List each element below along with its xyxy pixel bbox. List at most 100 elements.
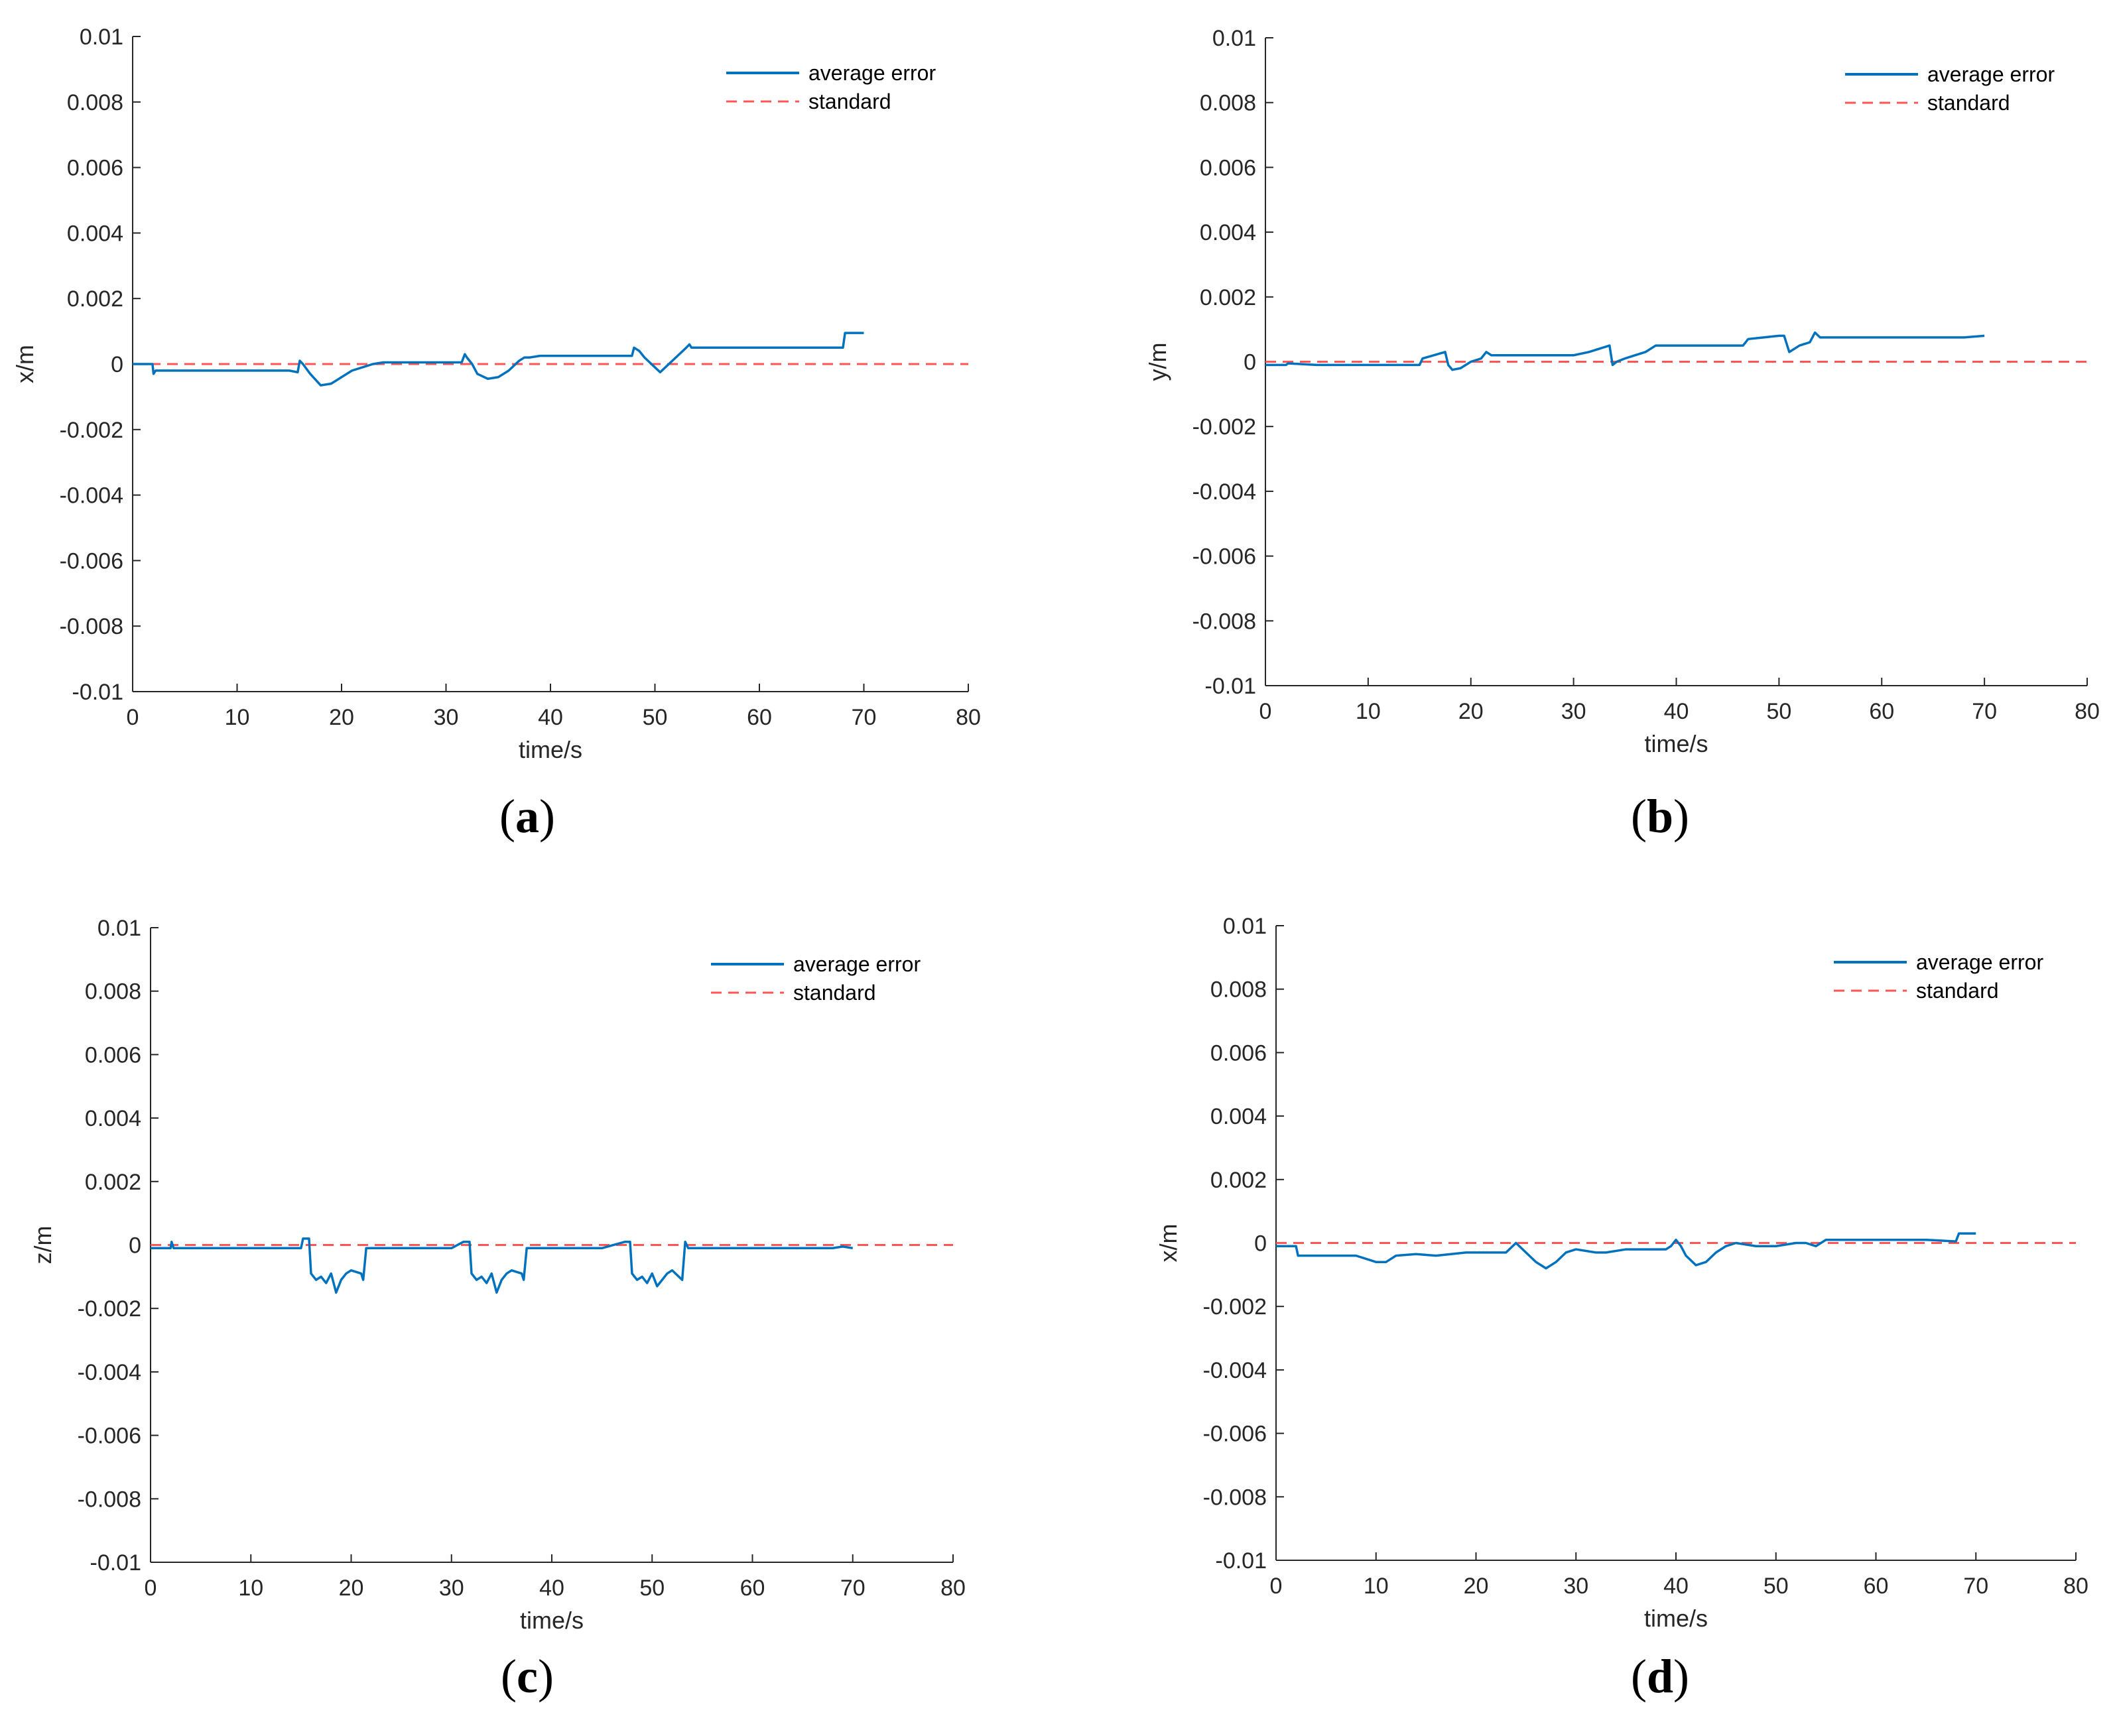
x-tick-label: 0: [1270, 1574, 1283, 1599]
x-tick-label: 10: [238, 1576, 263, 1601]
y-tick-label: 0.002: [1200, 285, 1256, 310]
y-tick-label: -0.004: [1192, 479, 1256, 505]
y-tick-label: -0.008: [1192, 609, 1256, 634]
x-tick-label: 20: [339, 1576, 364, 1601]
legend-standard-label: standard: [1916, 979, 1999, 1003]
y-tick-label: 0.006: [1210, 1040, 1267, 1066]
x-tick-label: 40: [1663, 1574, 1689, 1599]
x-tick-label: 50: [643, 705, 668, 730]
y-tick-label: -0.002: [60, 418, 123, 443]
y-tick-label: 0.01: [1223, 914, 1267, 939]
x-tick-label: 20: [1458, 699, 1484, 724]
series-average-error-line: [151, 1237, 854, 1294]
x-tick-label: 40: [538, 705, 563, 730]
x-tick-label: 30: [1561, 699, 1586, 724]
x-tick-label: 40: [539, 1576, 564, 1601]
y-tick-label: 0.004: [85, 1106, 141, 1131]
legend-standard-label: standard: [808, 90, 891, 113]
x-tick-label: 10: [1364, 1574, 1389, 1599]
x-tick-label: 50: [1766, 699, 1791, 724]
y-tick-label: -0.004: [60, 483, 123, 509]
legend-average-error-label: average error: [808, 61, 936, 85]
x-axis-label: time/s: [1644, 730, 1708, 757]
x-tick-label: 30: [434, 705, 459, 730]
x-tick-label: 60: [1869, 699, 1894, 724]
series-average-error-line: [133, 332, 864, 387]
x-tick-label: 70: [852, 705, 877, 730]
y-tick-label: 0.004: [67, 221, 123, 246]
x-tick-label: 80: [940, 1576, 966, 1601]
y-tick-label: -0.004: [1203, 1358, 1267, 1383]
panel-caption: (a): [499, 790, 555, 843]
y-axis-label: y/m: [1144, 343, 1171, 381]
y-tick-label: -0.004: [78, 1360, 141, 1385]
y-tick-label: 0: [1254, 1231, 1267, 1257]
y-tick-label: 0.004: [1210, 1104, 1267, 1129]
y-tick-label: 0.01: [97, 916, 141, 941]
legend-average-error-label: average error: [1916, 950, 2043, 974]
x-tick-label: 50: [1764, 1574, 1789, 1599]
legend-average-error-label: average error: [793, 952, 921, 976]
x-tick-label: 0: [127, 705, 139, 730]
y-tick-label: -0.006: [78, 1424, 141, 1449]
y-tick-label: 0.008: [1200, 91, 1256, 116]
x-tick-label: 50: [639, 1576, 665, 1601]
x-tick-label: 40: [1664, 699, 1689, 724]
x-tick-label: 30: [439, 1576, 464, 1601]
y-tick-label: 0.006: [67, 156, 123, 181]
panel-caption: (d): [1631, 1650, 1689, 1703]
y-tick-label: -0.008: [60, 614, 123, 639]
y-tick-label: 0.002: [85, 1170, 141, 1195]
x-tick-label: 20: [1464, 1574, 1489, 1599]
x-tick-label: 10: [225, 705, 250, 730]
x-tick-label: 60: [747, 705, 772, 730]
y-axis-label: x/m: [11, 345, 38, 383]
x-tick-label: 20: [329, 705, 354, 730]
y-tick-label: -0.008: [1203, 1485, 1267, 1510]
x-axis-label: time/s: [520, 1607, 584, 1634]
x-tick-label: 30: [1563, 1574, 1588, 1599]
x-tick-label: 60: [740, 1576, 765, 1601]
y-tick-label: -0.008: [78, 1487, 141, 1512]
y-tick-label: -0.01: [72, 680, 124, 705]
y-tick-label: 0.008: [1210, 977, 1267, 1003]
y-tick-label: 0.008: [85, 979, 141, 1005]
y-tick-label: 0.002: [1210, 1168, 1267, 1193]
y-tick-label: -0.006: [1203, 1422, 1267, 1447]
y-tick-label: 0.01: [80, 25, 123, 50]
y-tick-label: 0.006: [1200, 155, 1256, 180]
x-tick-label: 70: [1972, 699, 1997, 724]
series-average-error-line: [1276, 1232, 1976, 1270]
x-tick-label: 0: [145, 1576, 157, 1601]
y-tick-label: -0.01: [1216, 1548, 1267, 1574]
x-axis-label: time/s: [1644, 1605, 1708, 1632]
y-tick-label: 0.01: [1212, 26, 1256, 51]
legend-standard-label: standard: [793, 981, 876, 1005]
x-tick-label: 80: [2063, 1574, 2088, 1599]
x-tick-label: 70: [840, 1576, 866, 1601]
y-tick-label: 0: [1244, 350, 1256, 375]
panel-caption: (c): [501, 1650, 554, 1703]
y-tick-label: 0.004: [1200, 220, 1256, 245]
panel-b: 0 10 20 30 40 50 60 70 80 -0.01 -0.008 -0.006 -0.004…: [1144, 26, 2100, 843]
x-tick-label: 80: [2075, 699, 2100, 724]
panel-caption: (b): [1631, 790, 1689, 843]
y-tick-label: -0.006: [60, 548, 123, 574]
x-axis-label: time/s: [519, 736, 582, 763]
panel-c: 0 10 20 30 40 50 60 70 80 -0.01 -0.008 -0.006 -0.004…: [29, 916, 966, 1703]
y-tick-label: -0.002: [1192, 414, 1256, 440]
y-tick-label: -0.002: [1203, 1294, 1267, 1320]
y-axis-label: z/m: [29, 1226, 56, 1265]
series-average-error-line: [1265, 331, 1985, 371]
legend-standard-label: standard: [1927, 91, 2010, 115]
y-tick-label: 0: [111, 352, 123, 377]
y-tick-label: -0.01: [1205, 674, 1257, 699]
y-tick-label: -0.002: [78, 1296, 141, 1322]
y-axis-label: x/m: [1155, 1224, 1182, 1263]
y-tick-label: 0.002: [67, 286, 123, 312]
y-tick-label: 0: [129, 1233, 141, 1259]
y-tick-label: 0.006: [85, 1042, 141, 1068]
y-tick-label: 0.008: [67, 90, 123, 115]
x-tick-label: 0: [1259, 699, 1272, 724]
